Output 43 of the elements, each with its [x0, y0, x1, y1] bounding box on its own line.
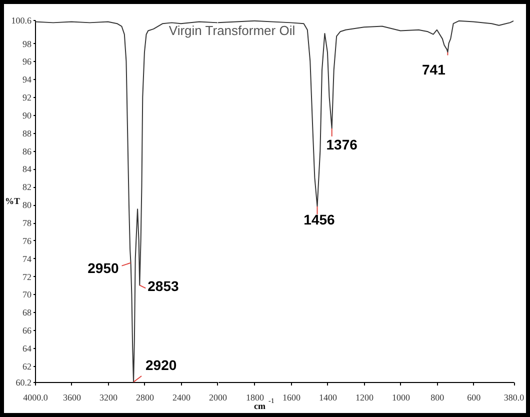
y-tick-label: 74	[22, 254, 32, 264]
y-axis-title: %T	[5, 196, 20, 206]
y-tick-label: 94	[22, 74, 32, 85]
annotation: 2950	[88, 260, 119, 276]
annotation: 2920	[146, 357, 177, 373]
x-tick-label: 600	[467, 392, 482, 402]
y-tick-label: 68	[22, 308, 32, 318]
x-tick-label: 3600	[62, 392, 82, 402]
y-tick-label: 92	[22, 92, 32, 103]
y-tick-label: 66	[22, 326, 32, 336]
x-tick-label: 1800	[246, 392, 264, 402]
x-tick-label: 2400	[172, 392, 191, 402]
x-tick-label: 2000	[208, 392, 228, 402]
annotation: 741	[422, 61, 446, 78]
annotation: 1456	[304, 211, 336, 228]
y-tick-label: 70	[22, 290, 32, 300]
y-tick-label: 62	[22, 361, 32, 372]
y-tick-label: 86	[22, 146, 32, 156]
y-tick-label: 90	[22, 110, 32, 120]
x-tick-label: 2800	[136, 392, 154, 402]
y-tick-label: 100.6	[11, 16, 32, 26]
y-tick-label: 80	[22, 200, 32, 210]
y-tick-label: 78	[22, 218, 32, 228]
x-tick-label: 4000.0	[23, 392, 48, 402]
x-tick-label: 1600	[282, 392, 301, 402]
y-tick-label: 60.2	[16, 378, 32, 388]
y-tick-label: 88	[22, 128, 32, 138]
y-tick-label: 98	[22, 38, 32, 49]
annotation: 1376	[326, 136, 358, 152]
y-tick-label: 76	[22, 236, 32, 246]
y-tick-label: 84	[22, 164, 32, 174]
x-tick-label: 800	[430, 392, 445, 402]
annotation: 2853	[148, 278, 179, 294]
x-tick-label: 1400	[318, 392, 338, 402]
y-tick-label: 82	[22, 182, 32, 192]
y-tick-label: 72	[22, 272, 32, 282]
x-tick-label: 3200	[99, 392, 118, 402]
y-tick-label: 96	[22, 56, 32, 67]
x-tick-label: 1000	[392, 392, 410, 402]
y-tick-label: 64	[22, 343, 32, 354]
x-tick-label: 380.0	[504, 392, 525, 402]
chart-title: Virgin Transformer Oil	[168, 23, 296, 38]
x-tick-label: 1200	[355, 392, 374, 402]
